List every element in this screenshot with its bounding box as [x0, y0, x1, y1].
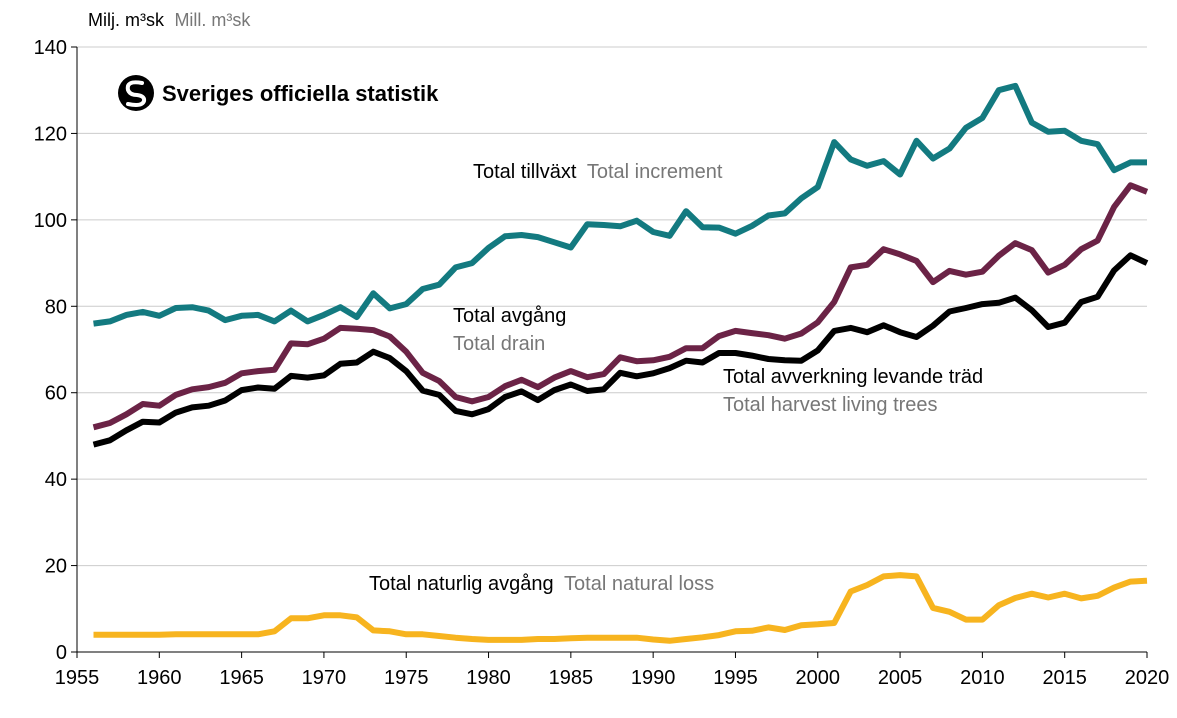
sos-logo-text: Sveriges officiella statistik — [162, 81, 439, 106]
y-tick-label: 140 — [34, 37, 67, 59]
x-tick-label: 1970 — [302, 667, 347, 689]
series-line-harvest — [92, 252, 1149, 448]
x-tick-label: 1990 — [631, 667, 676, 689]
series-label-increment-sv: Total tillväxt — [473, 161, 577, 183]
series-lines — [92, 82, 1149, 644]
x-tick-label: 1980 — [466, 667, 511, 689]
series-line-natural-loss — [93, 572, 1148, 644]
y-tick-label: 80 — [45, 296, 67, 318]
y-tick-label: 40 — [45, 469, 67, 491]
x-tick-label: 2000 — [796, 667, 841, 689]
x-tick-label: 2010 — [960, 667, 1005, 689]
x-tick-label: 1965 — [219, 667, 264, 689]
series-label-natural-loss: Total naturlig avgång Total natural loss — [369, 573, 714, 595]
series-line-drain — [92, 182, 1149, 431]
x-tick-label: 1975 — [384, 667, 429, 689]
series-label-natural-loss-en: Total natural loss — [564, 573, 714, 595]
x-tick-label: 2015 — [1042, 667, 1087, 689]
y-tick-label: 120 — [34, 123, 67, 145]
y-tick-label: 100 — [34, 210, 67, 232]
y-unit-label-sv: Milj. m³sk — [88, 10, 165, 30]
y-tick-label: 20 — [45, 556, 67, 578]
sos-logo-icon — [118, 75, 154, 111]
series-label-harvest-en: Total harvest living trees — [723, 394, 938, 416]
series-label-natural-loss-sv: Total naturlig avgång — [369, 573, 554, 595]
series-label-drain-en: Total drain — [453, 333, 545, 355]
y-unit-label: Milj. m³sk Mill. m³sk — [88, 10, 251, 30]
tick-labels: 0 20 40 60 80 100 120 140 1955 1960 1965 1970 1975 19… — [34, 37, 1170, 689]
y-unit-label-en: Mill. m³sk — [174, 10, 251, 30]
series-label-increment: Total tillväxt Total increment — [473, 161, 723, 183]
grid-lines — [77, 46, 1147, 567]
x-tick-label: 1960 — [137, 667, 182, 689]
y-tick-label: 0 — [56, 642, 67, 664]
series-label-drain-sv: Total avgång — [453, 305, 566, 327]
x-tick-label: 2020 — [1125, 667, 1170, 689]
series-label-increment-en: Total increment — [587, 161, 723, 183]
series-label-harvest-sv: Total avverkning levande träd — [723, 366, 983, 388]
series-line-increment — [93, 82, 1147, 327]
x-tick-label: 2005 — [878, 667, 923, 689]
y-tick-label: 60 — [45, 383, 67, 405]
x-tick-label: 1955 — [55, 667, 100, 689]
sos-logo: Sveriges officiella statistik — [118, 75, 439, 111]
axes — [71, 46, 1148, 658]
x-tick-label: 1985 — [549, 667, 594, 689]
x-tick-label: 1995 — [713, 667, 758, 689]
